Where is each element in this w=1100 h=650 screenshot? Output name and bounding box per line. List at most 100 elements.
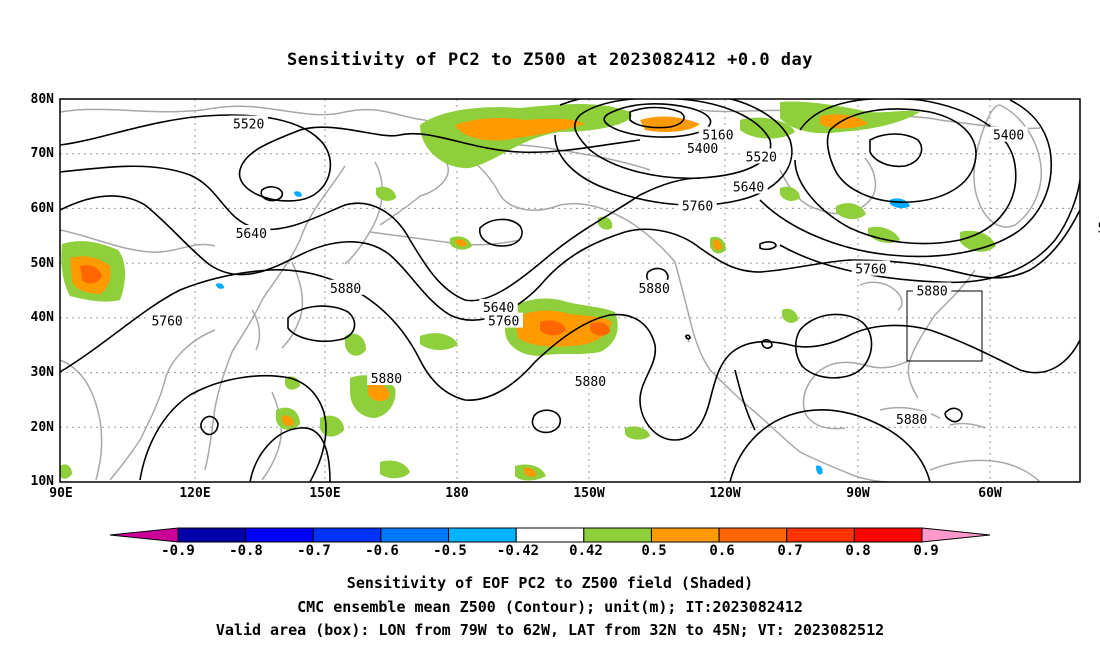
shade-labrador-green — [868, 226, 900, 243]
coastline-indochina — [60, 359, 103, 481]
colorbar-bin — [786, 527, 855, 543]
contour-label: 5160 — [702, 129, 733, 144]
shade-negative-3 — [216, 283, 224, 289]
colorbar-label: 0.6 — [709, 543, 735, 559]
shade-negative-1 — [890, 198, 910, 209]
shade-negative-2 — [294, 191, 302, 197]
contour-label-bg — [851, 260, 891, 276]
coastline-siberia — [60, 105, 449, 226]
shade-hudson-green — [836, 203, 866, 220]
lon-label-150w: 150W — [573, 486, 605, 501]
coastline-great-lakes — [859, 281, 903, 311]
contour-5160-inner — [629, 106, 685, 129]
coastline-east-asia — [204, 165, 346, 471]
colorbar-bin — [515, 527, 585, 543]
shade-negative-4 — [816, 465, 823, 475]
contour-small-1 — [260, 186, 284, 202]
lat-label-40n: 40N — [30, 310, 54, 325]
lat-label-50n: 50N — [30, 256, 54, 271]
coastline-hispaniola — [949, 422, 986, 429]
coastline-philippines — [261, 391, 283, 481]
contour-5880 — [60, 269, 1080, 441]
coastline-us-east — [907, 269, 976, 399]
coastline-china — [109, 329, 216, 481]
contour-label-bg — [1093, 219, 1100, 235]
shade-wpac-green-3 — [320, 415, 344, 437]
contour-small-9 — [531, 409, 562, 434]
contour-label-bg — [989, 126, 1028, 142]
contour-label-bg — [326, 279, 365, 295]
colorbar-label: 0.42 — [569, 543, 603, 559]
contour-label-bg — [367, 370, 406, 386]
lat-label-60n: 60N — [30, 201, 54, 216]
colorbar-bin — [583, 527, 652, 543]
contour-label-bg — [742, 148, 781, 164]
contour-5760 — [60, 195, 1080, 321]
shade-west-red — [80, 265, 102, 284]
coastline-kamchatka — [344, 161, 383, 265]
z500-contours — [60, 99, 1080, 482]
contour-label: 5880 — [575, 375, 606, 390]
contour-label-bg — [683, 140, 722, 156]
contour-5520-alaska — [554, 99, 793, 206]
footer-line-2: CMC ensemble mean Z500 (Contour); unit(m… — [297, 598, 803, 616]
contour-label: 5880 — [371, 372, 402, 387]
shade-arctic-orange — [455, 117, 585, 141]
contour-label: 5520 — [746, 150, 777, 165]
contour-label: 5880 — [638, 282, 669, 297]
colorbar-label: -0.9 — [161, 543, 195, 559]
coastline-gulf-of-mexico — [802, 359, 911, 430]
contour-5880-east-south — [729, 409, 931, 482]
lon-label-120w: 120W — [709, 486, 741, 501]
lat-label-80n: 80N — [30, 92, 54, 107]
contour-label: 5640 — [236, 227, 267, 242]
coastline-central-asia — [60, 229, 216, 253]
shade-wpac-green-1 — [345, 333, 366, 356]
contour-small-2 — [478, 218, 523, 247]
colorbar-label: -0.8 — [229, 543, 263, 559]
contour-small-6 — [287, 305, 356, 343]
shade-epac-green — [625, 426, 650, 440]
contour-label: 5760 — [682, 200, 713, 215]
colorbar-label: -0.6 — [365, 543, 399, 559]
coastline-korea — [251, 309, 261, 351]
shade-wpac-green-5 — [380, 460, 410, 479]
colorbar-bin — [448, 527, 517, 543]
colorbar-label: 0.8 — [845, 543, 871, 559]
contour-label-bg — [147, 312, 187, 328]
contour-5880-gulf — [734, 369, 756, 431]
contour-label: 5520 — [1097, 222, 1100, 237]
contour-label: 5880 — [916, 285, 947, 300]
coastline-hudson-bay — [779, 157, 877, 215]
colorbar — [109, 527, 991, 543]
colorbar-bin — [245, 527, 314, 543]
contour-label-bg — [484, 312, 523, 328]
colorbar-bin — [853, 527, 923, 543]
coastline-alaska — [454, 149, 676, 263]
contour-canada-inner — [869, 133, 923, 168]
shade-nw-green — [376, 186, 396, 201]
colorbar-label: -0.5 — [433, 543, 467, 559]
coastline-central-america — [799, 451, 891, 482]
contour-label-bg — [892, 411, 931, 427]
colorbar-label: 0.9 — [913, 543, 939, 559]
contour-label: 5760 — [488, 315, 519, 330]
contour-5880-south — [139, 374, 327, 482]
coastline-greenland — [973, 104, 1042, 228]
lat-label-30n: 30N — [30, 365, 54, 380]
contour-label: 5400 — [993, 129, 1024, 144]
shade-alaska-green — [780, 186, 800, 201]
contour-label: 5760 — [151, 315, 182, 330]
contour-label: 5880 — [896, 413, 927, 428]
contour-small-5 — [761, 339, 773, 349]
contour-label: 5760 — [855, 263, 886, 278]
colorbar-label: 0.5 — [641, 543, 667, 559]
shade-central-pacific-orange2 — [540, 320, 566, 336]
lon-label-180: 180 — [445, 486, 469, 501]
contour-label-bg — [698, 126, 738, 142]
colorbar-bin — [718, 527, 788, 543]
shade-dateline-green — [420, 333, 458, 350]
contour-east-outer — [779, 179, 1080, 284]
lat-label-10n: 10N — [30, 474, 54, 489]
